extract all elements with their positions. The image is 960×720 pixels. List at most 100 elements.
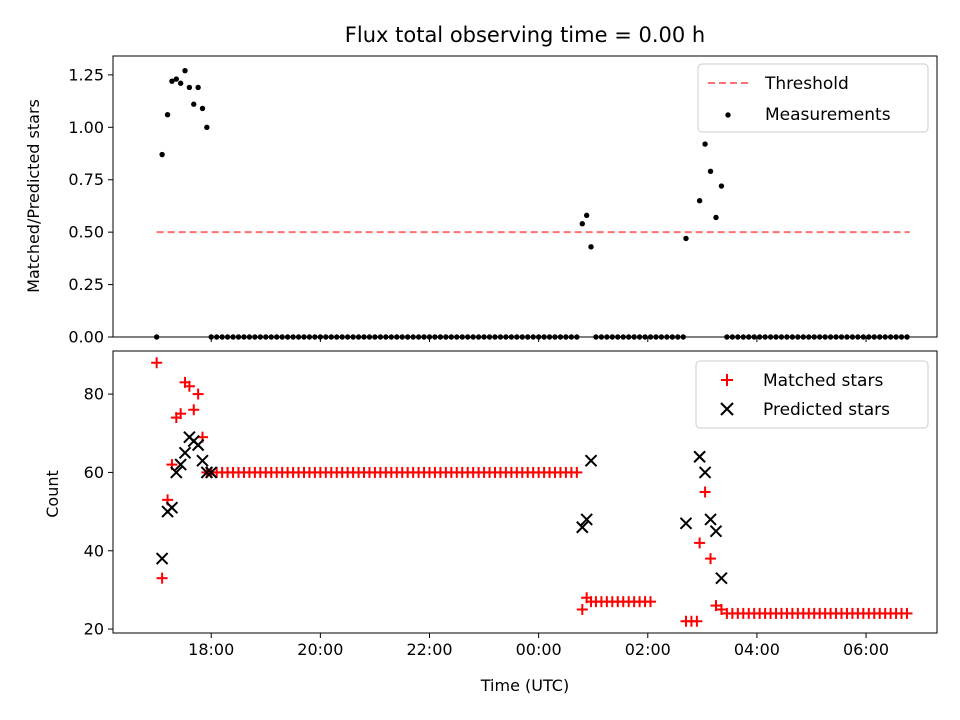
measurements-point	[546, 334, 553, 340]
measurements-point	[882, 334, 888, 340]
measurements-point	[778, 334, 785, 340]
measurements-point	[366, 334, 373, 340]
measurements-point	[503, 334, 509, 340]
measurements-point	[631, 334, 637, 340]
top-legend-box	[697, 63, 929, 133]
measurements-point	[833, 334, 839, 340]
predicted-stars-point	[576, 521, 589, 534]
measurements-point	[822, 334, 828, 340]
measurements-point	[724, 334, 730, 340]
measurements-point	[811, 334, 817, 340]
measurements-point	[615, 334, 621, 340]
measurements-point	[887, 334, 894, 340]
measurements-point	[680, 334, 686, 340]
measurements-point	[583, 212, 590, 219]
measurements-point	[497, 334, 504, 340]
legend-matched-label: Matched stars	[763, 371, 883, 391]
measurements-point	[519, 334, 525, 340]
measurements-point	[827, 334, 834, 340]
measurements-point	[696, 197, 703, 204]
top-y-tick-label: 1.00	[68, 118, 104, 137]
measurements-point	[784, 334, 790, 340]
measurements-point	[746, 334, 752, 340]
matched-stars-point	[576, 604, 588, 615]
measurements-point	[459, 334, 465, 340]
measurements-point	[904, 334, 910, 340]
matched-stars-point	[156, 572, 168, 584]
measurements-point	[860, 334, 867, 340]
matched-stars-point	[175, 408, 187, 420]
measurements-point	[204, 124, 210, 130]
measurements-point	[718, 183, 725, 189]
predicted-stars-point	[709, 524, 723, 538]
measurements-point	[756, 334, 763, 340]
measurements-point	[426, 334, 433, 340]
measurements-point	[683, 235, 689, 242]
measurements-point	[404, 334, 411, 340]
measurements-point	[295, 334, 302, 340]
measurements-point	[443, 334, 449, 340]
measurements-point	[481, 334, 487, 340]
bottom-x-tick-label: 18:00	[188, 640, 234, 659]
measurements-point	[475, 334, 482, 340]
measurements-point	[893, 334, 899, 340]
matched-stars-point	[183, 380, 195, 392]
measurements-point	[268, 334, 274, 340]
matched-stars-point	[188, 404, 200, 416]
measurements-point	[344, 334, 351, 340]
bottom-x-tick-label: 04:00	[734, 640, 780, 659]
matched-stars-point	[694, 537, 706, 549]
top-axes-frame	[112, 55, 938, 338]
bottom-x-tick-label: 22:00	[406, 640, 452, 659]
predicted-stars-point	[679, 517, 693, 530]
measurements-point	[877, 334, 883, 340]
measurements-point	[169, 78, 175, 84]
predicted-stars-point	[170, 466, 183, 479]
bottom-x-tick-label: 20:00	[297, 640, 343, 659]
measurements-point	[470, 334, 476, 340]
measurements-point	[252, 334, 258, 340]
measurements-point	[383, 334, 389, 340]
measurements-point	[279, 334, 285, 340]
measurements-point	[235, 334, 242, 340]
measurements-point	[182, 67, 188, 74]
measurements-point	[323, 334, 329, 340]
measurements-point	[186, 84, 193, 91]
measurements-point	[844, 334, 850, 340]
measurements-point	[372, 334, 378, 340]
measurements-point	[173, 76, 180, 82]
measurements-point	[664, 334, 670, 340]
measurements-point	[514, 334, 520, 340]
bottom-y-tick-label: 80	[84, 385, 104, 404]
top-y-tick-label: 0.00	[68, 328, 104, 347]
predicted-stars-point	[715, 571, 728, 585]
measurements-point	[751, 334, 757, 340]
measurements-point	[675, 334, 681, 340]
measurements-point	[653, 334, 659, 340]
measurements-point	[568, 334, 575, 340]
measurements-point	[191, 101, 197, 107]
measurements-point	[317, 334, 324, 340]
measurements-point	[563, 334, 569, 340]
x-axis-label: Time (UTC)	[480, 676, 569, 695]
bottom-y-tick-label: 40	[84, 541, 104, 560]
measurements-point	[410, 334, 416, 340]
matched-stars-point	[192, 388, 204, 400]
bottom-x-tick-label: 00:00	[516, 640, 562, 659]
measurements-point	[208, 334, 214, 340]
measurements-point	[355, 334, 362, 340]
measurements-point	[486, 334, 493, 340]
measurements-point	[871, 334, 877, 340]
measurements-point	[535, 334, 542, 340]
measurements-point	[735, 334, 741, 340]
measurements-point	[448, 334, 455, 340]
legend-threshold-label: Threshold	[764, 74, 849, 94]
measurements-point	[508, 334, 515, 340]
measurements-point	[707, 168, 714, 175]
measurements-point	[377, 334, 384, 340]
measurements-point	[530, 334, 536, 340]
matched-stars-point	[571, 466, 583, 478]
legend-measurements-label: Measurements	[765, 105, 891, 125]
measurements-point	[388, 334, 395, 340]
